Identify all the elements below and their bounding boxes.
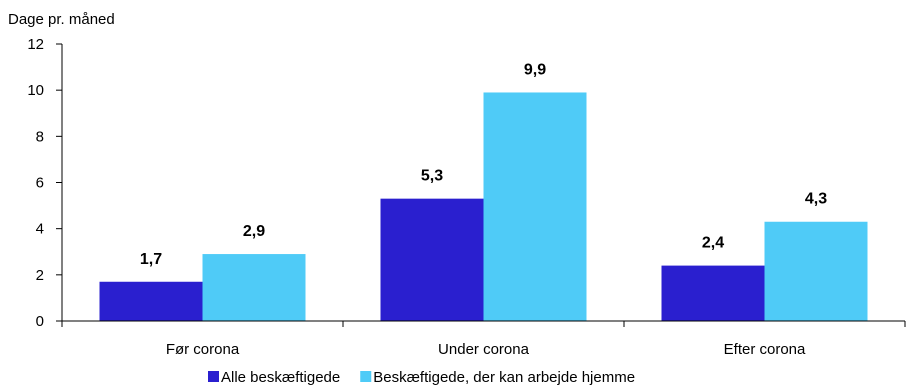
legend-label: Beskæftigede, der kan arbejde hjemme: [373, 369, 635, 386]
y-tick-label: 4: [36, 221, 44, 238]
bar: [202, 254, 306, 321]
legend-swatch: [208, 371, 219, 382]
data-labels: 1,7 2,9 5,3 9,9 2,4 4,3: [140, 61, 827, 267]
x-category-label: Under corona: [438, 341, 530, 358]
y-tick-label: 0: [36, 313, 44, 330]
bars: [99, 92, 868, 321]
data-label: 1,7: [140, 251, 162, 268]
data-label: 5,3: [421, 168, 443, 185]
bar: [483, 92, 587, 321]
bar: [380, 198, 484, 321]
data-label: 2,4: [702, 235, 724, 252]
y-tick-label: 8: [36, 128, 44, 145]
y-tick-label: 2: [36, 267, 44, 284]
bar: [99, 281, 203, 321]
x-axis: Før corona Under corona Efter corona: [61, 320, 906, 358]
bar: [764, 221, 868, 321]
y-axis-label: Dage pr. måned: [8, 11, 115, 28]
y-tick-label: 12: [27, 36, 44, 53]
data-label: 2,9: [243, 223, 265, 240]
y-tick-label: 6: [36, 175, 44, 192]
y-axis: 0 2 4 6 8 10 12: [27, 36, 63, 330]
data-label: 4,3: [805, 191, 827, 208]
data-label: 9,9: [524, 61, 546, 78]
x-category-label: Efter corona: [724, 341, 806, 358]
y-tick-label: 10: [27, 82, 44, 99]
bar: [661, 265, 765, 321]
x-category-label: Før corona: [166, 341, 240, 358]
legend-swatch: [360, 371, 372, 382]
legend-label: Alle beskæftigede: [221, 369, 340, 386]
legend: Alle beskæftigede Beskæftigede, der kan a…: [208, 369, 635, 386]
